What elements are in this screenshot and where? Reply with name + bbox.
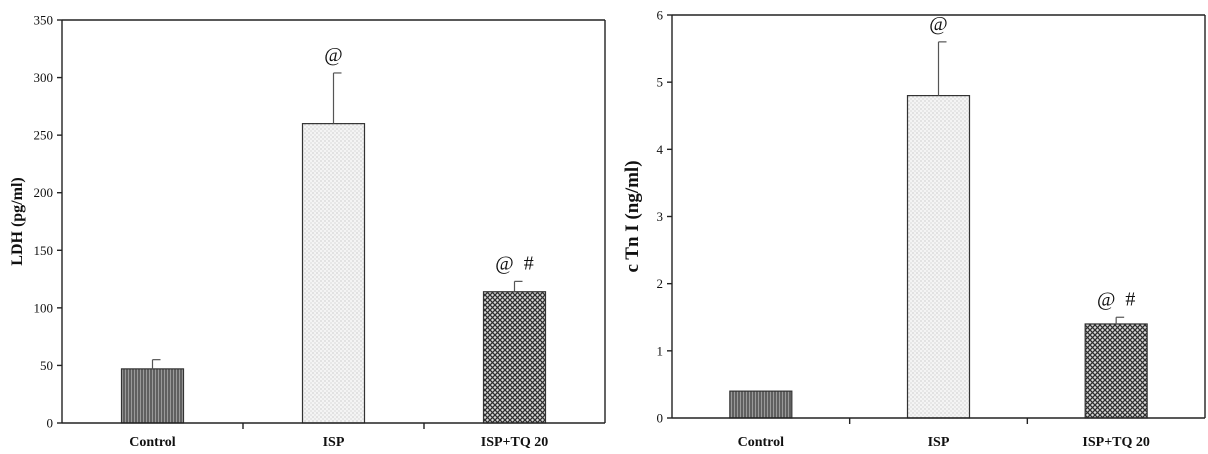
ctni-annotation-2: @ #	[1097, 288, 1135, 310]
ctni-y-axis-label: c Tn I (ng/ml)	[622, 160, 643, 272]
ldh-annotation-2: @ #	[495, 252, 533, 274]
ldh-y-tick-label-2: 100	[34, 300, 54, 315]
ctni-category-label-1: ISP	[928, 435, 950, 450]
ldh-chart: @ @ # 0 50 100 150 200 250 300 350 Control ISP ISP+T…	[9, 13, 606, 450]
ldh-y-tick-label-4: 200	[34, 185, 54, 200]
ldh-y-tick-label-7: 350	[34, 13, 54, 28]
ctni-y-tick-label-2: 2	[657, 276, 664, 291]
ldh-bar-2	[482, 291, 547, 424]
ctni-y-tick-label-4: 4	[657, 142, 664, 157]
ldh-category-label-1: ISP	[323, 435, 345, 450]
ldh-y-tick-label-3: 150	[34, 243, 54, 258]
ctni-y-tick-label-3: 3	[657, 209, 664, 224]
ldh-category-label-2: ISP+TQ 20	[481, 435, 549, 450]
ldh-bar-1	[301, 123, 366, 424]
ctni-bar-0	[729, 390, 793, 419]
ctni-y-tick-label-1: 1	[657, 343, 664, 358]
ctni-bar-2	[1084, 323, 1148, 419]
ldh-y-tick-label-0: 0	[47, 416, 54, 431]
ldh-category-label-0: Control	[129, 435, 176, 450]
ldh-y-axis-label: LDH (pg/ml)	[9, 177, 26, 265]
ctni-y-tick-label-6: 6	[657, 8, 664, 23]
ldh-y-tick-label-6: 300	[34, 70, 54, 85]
ldh-annotation-1: @	[324, 44, 342, 66]
ctni-y-tick-label-5: 5	[657, 75, 664, 90]
ctni-chart: @ @ # 0 1 2 3 4 5 6 Control ISP ISP+TQ 20 c Tn I (ng…	[622, 8, 1206, 450]
ctni-category-label-2: ISP+TQ 20	[1082, 435, 1150, 450]
ctni-bar-1	[906, 94, 971, 419]
ctni-y-tick-label-0: 0	[657, 411, 664, 426]
ldh-y-tick-label-5: 250	[34, 128, 54, 143]
ctni-category-label-0: Control	[738, 435, 785, 450]
ldh-y-tick-label-1: 50	[40, 358, 53, 373]
ldh-bar-0	[120, 368, 185, 424]
ctni-annotation-1: @	[929, 13, 947, 35]
